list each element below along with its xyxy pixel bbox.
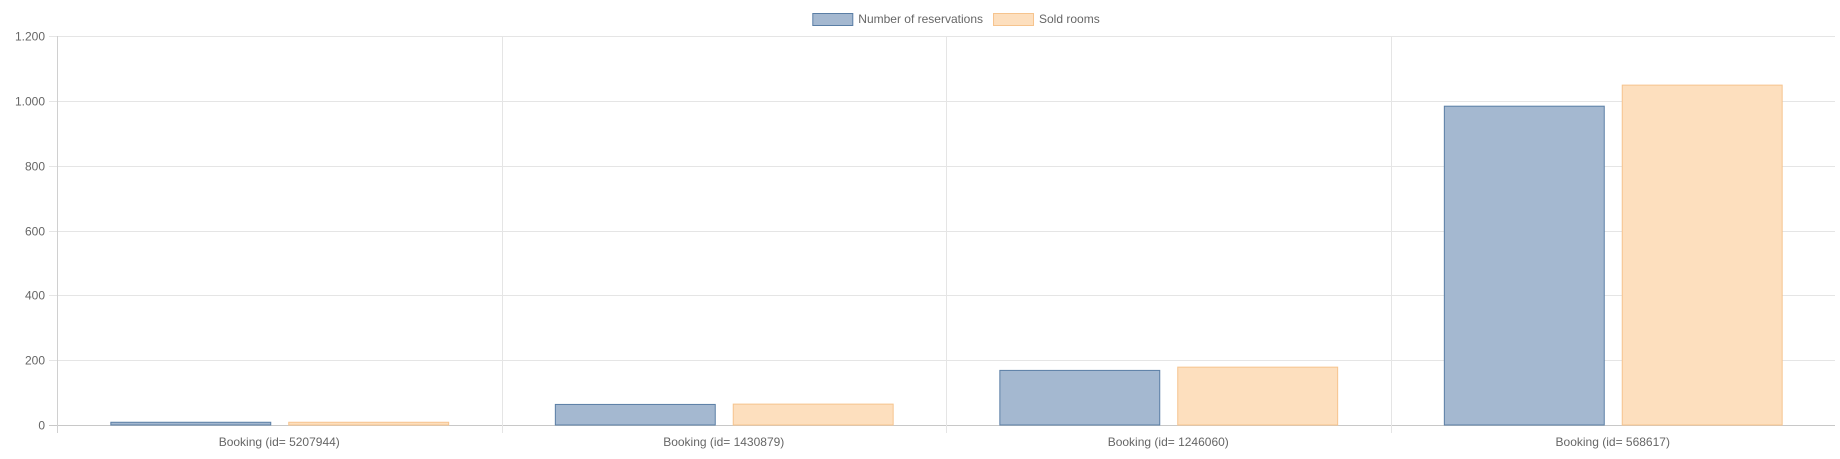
chart-grid — [49, 36, 1835, 433]
bar-reservations[interactable] — [554, 403, 716, 426]
bar-sold-rooms[interactable] — [288, 421, 450, 426]
y-tick-label: 600 — [25, 225, 45, 239]
y-tick-label: 0 — [38, 419, 45, 433]
y-tick-label: 1.000 — [15, 95, 45, 109]
x-tick-label: Booking (id= 1246060) — [1108, 435, 1229, 449]
legend-swatch — [812, 13, 854, 26]
legend-swatch — [993, 13, 1035, 26]
y-axis: 0 200 400 600 800 1.000 1.200 — [15, 30, 58, 433]
bar-reservations[interactable] — [1443, 105, 1605, 426]
y-tick-label: 800 — [25, 160, 45, 174]
x-tick-label: Booking (id= 5207944) — [219, 435, 340, 449]
bar-sold-rooms[interactable] — [732, 403, 894, 426]
y-tick-label: 200 — [25, 354, 45, 368]
legend-item-sold-rooms[interactable]: Sold rooms — [993, 12, 1100, 26]
x-axis: Booking (id= 5207944) Booking (id= 143087… — [219, 435, 1670, 449]
legend-label: Sold rooms — [1039, 12, 1100, 26]
legend-label: Number of reservations — [858, 12, 983, 26]
legend[interactable]: Number of reservations Sold rooms — [812, 12, 1100, 26]
bar-reservations[interactable] — [999, 369, 1161, 426]
y-tick-label: 400 — [25, 289, 45, 303]
bar-sold-rooms[interactable] — [1621, 84, 1783, 426]
bar-reservations[interactable] — [110, 421, 272, 426]
x-tick-label: Booking (id= 1430879) — [663, 435, 784, 449]
x-tick-label: Booking (id= 568617) — [1556, 435, 1670, 449]
bars — [110, 84, 1783, 426]
legend-item-reservations[interactable]: Number of reservations — [812, 12, 983, 26]
y-tick-label: 1.200 — [15, 30, 45, 44]
bar-sold-rooms[interactable] — [1177, 366, 1339, 426]
